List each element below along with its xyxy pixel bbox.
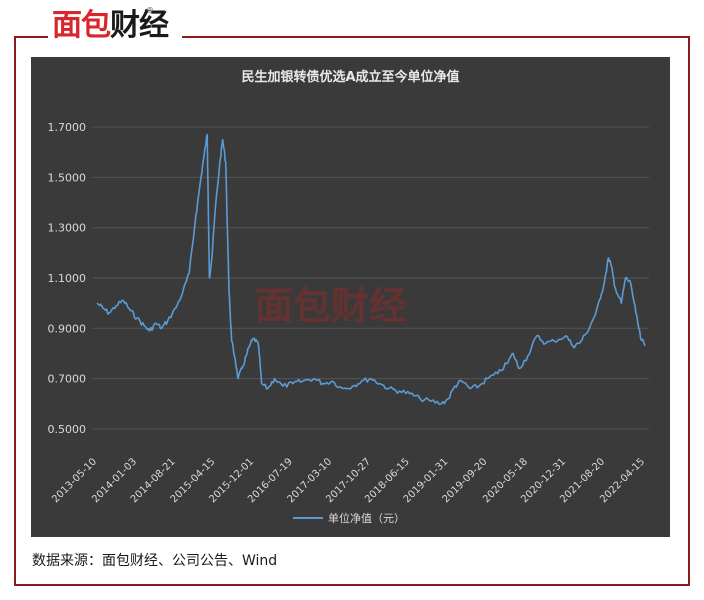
y-tick-label: 1.7000 [48,121,87,134]
y-tick-label: 0.9000 [48,322,87,335]
watermark: 面包财经 [255,284,407,328]
series-layer [96,133,646,406]
grid-layer [93,126,649,430]
y-tick-labels: 0.5000 0.7000 0.9000 1.1000 1.3000 1.5000 1.70… [48,121,87,436]
x-tick-labels: 2013-05-102014-01-032014-08-212015-04-15… [50,456,647,505]
y-tick-label: 1.3000 [48,222,87,235]
nav-line-chart: 0.5000 0.7000 0.9000 1.1000 1.3000 1.5000 1.70… [48,69,649,525]
watermark-text: 面包财经 [255,284,407,328]
source-note: 数据来源：面包财经、公司公告、Wind [32,553,278,569]
frame-top-line [182,36,690,38]
y-tick-label: 1.1000 [48,272,87,285]
logo-red-text: 面包 [52,8,111,43]
registered-mark: ® [146,6,154,15]
frame-top-left-line [14,36,48,38]
frame-left-line [14,36,16,586]
legend: 单位净值（元） [293,511,405,525]
logo-dark-text: 财经 [110,8,169,43]
frame-bottom-line [14,584,690,586]
chart-title: 民生加银转债优选A成立至今单位净值 [241,69,459,85]
frame-right-line [688,36,690,586]
y-tick-label: 1.5000 [48,171,87,184]
y-tick-label: 0.7000 [48,373,87,386]
chart-panel: 0.5000 0.7000 0.9000 1.1000 1.3000 1.5000 1.70… [31,57,670,537]
series-line-nav [96,133,646,406]
legend-label: 单位净值（元） [328,511,405,525]
y-tick-label: 0.5000 [48,423,87,436]
brand-logo: 面包 财经 ® [52,2,169,43]
